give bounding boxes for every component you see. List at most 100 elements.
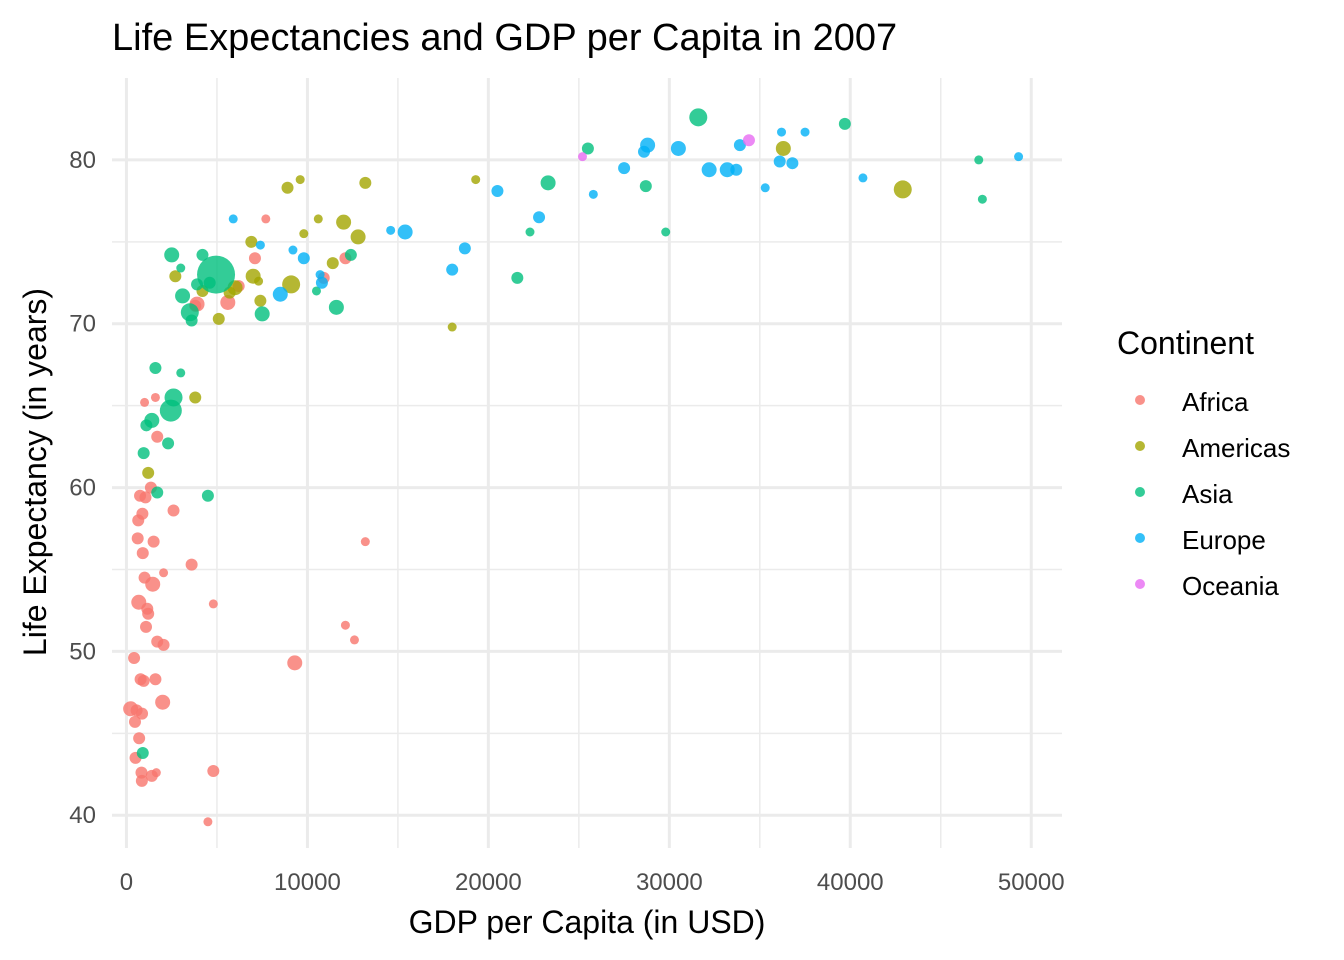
data-point-africa	[147, 535, 160, 548]
data-point-africa	[203, 817, 213, 827]
data-point-americas	[295, 175, 305, 185]
data-point-europe	[255, 240, 265, 250]
data-point-asia	[581, 142, 594, 155]
data-point-africa	[150, 392, 160, 402]
data-point-europe	[760, 183, 770, 193]
data-point-europe	[719, 162, 735, 178]
data-point-europe	[533, 211, 546, 224]
legend-label: Oceania	[1182, 571, 1279, 601]
data-point-americas	[212, 312, 225, 325]
data-point-europe	[730, 163, 743, 176]
legend-item-europe: Europe	[1135, 525, 1266, 555]
legend: Continent Africa Americas Asia Europe Oceani…	[1117, 325, 1290, 601]
y-tick-label: 60	[69, 475, 96, 502]
data-point-asia	[185, 314, 198, 327]
data-point-asia	[176, 368, 186, 378]
data-point-asia	[540, 175, 556, 191]
data-point-africa	[145, 576, 161, 592]
data-point-europe	[640, 137, 656, 153]
data-point-africa	[220, 294, 236, 310]
y-tick-label: 80	[69, 147, 96, 174]
x-axis-ticks: 0 10000 20000 30000 40000 50000	[120, 869, 1065, 896]
legend-item-oceania: Oceania	[1135, 571, 1279, 601]
data-point-asia	[689, 108, 708, 127]
data-point-africa	[136, 547, 149, 560]
data-point-americas	[447, 322, 457, 332]
data-points	[123, 108, 1024, 827]
data-point-europe	[228, 214, 238, 224]
data-point-europe	[458, 242, 471, 255]
legend-item-asia: Asia	[1135, 479, 1233, 509]
data-point-africa	[151, 430, 164, 443]
data-point-africa	[167, 504, 180, 517]
data-point-europe	[773, 155, 786, 168]
data-point-africa	[131, 532, 144, 545]
data-point-africa	[185, 558, 198, 571]
legend-key-europe	[1135, 533, 1145, 543]
data-point-africa	[157, 638, 170, 651]
data-point-europe	[446, 263, 459, 276]
data-point-africa	[139, 491, 152, 504]
data-point-europe	[786, 157, 799, 170]
data-point-asia	[176, 263, 186, 273]
data-point-asia	[137, 447, 150, 460]
data-point-europe	[858, 173, 868, 183]
data-point-africa	[261, 214, 271, 224]
data-point-asia	[838, 117, 851, 130]
data-point-africa	[133, 732, 146, 745]
data-point-asia	[144, 412, 160, 428]
data-point-asia	[151, 486, 164, 499]
data-point-asia	[661, 227, 671, 237]
data-point-africa	[135, 774, 148, 787]
data-point-asia	[974, 155, 984, 165]
y-axis-title: Life Expectancy (in years)	[17, 288, 53, 656]
data-point-asia	[162, 437, 175, 450]
data-point-africa	[128, 715, 141, 728]
data-point-americas	[281, 181, 294, 194]
data-point-asia	[136, 746, 149, 759]
data-point-africa	[128, 651, 141, 664]
data-point-africa	[360, 537, 370, 547]
data-point-asia	[175, 288, 191, 304]
x-tick-label: 10000	[274, 869, 341, 896]
data-point-asia	[344, 248, 357, 261]
data-point-asia	[525, 227, 535, 237]
data-point-europe	[701, 162, 717, 178]
legend-label: Africa	[1182, 387, 1249, 417]
data-point-americas	[893, 180, 912, 199]
data-point-americas	[282, 275, 301, 294]
data-point-europe	[733, 139, 746, 152]
legend-item-americas: Americas	[1135, 433, 1290, 463]
data-point-asia	[511, 271, 524, 284]
data-point-africa	[136, 507, 149, 520]
data-point-asia	[311, 286, 321, 296]
legend-item-africa: Africa	[1135, 387, 1249, 417]
data-point-europe	[491, 185, 504, 198]
x-tick-label: 40000	[817, 869, 884, 896]
data-point-asia	[159, 399, 182, 422]
data-point-americas	[775, 140, 791, 156]
y-tick-label: 70	[69, 311, 96, 338]
data-point-americas	[299, 229, 309, 239]
data-point-americas	[313, 214, 323, 224]
legend-key-oceania	[1135, 579, 1145, 589]
x-axis-title: GDP per Capita (in USD)	[409, 904, 766, 940]
data-point-europe	[386, 225, 396, 235]
y-tick-label: 50	[69, 638, 96, 665]
legend-key-africa	[1135, 395, 1145, 405]
data-point-asia	[328, 299, 344, 315]
data-point-americas	[254, 276, 264, 286]
data-point-africa	[137, 674, 150, 687]
data-point-africa	[340, 620, 350, 630]
x-tick-label: 0	[120, 869, 133, 896]
grid-lines	[112, 78, 1062, 848]
y-axis-ticks: 40 50 60 70 80	[69, 147, 96, 829]
data-point-europe	[1014, 152, 1024, 162]
data-point-europe	[397, 224, 413, 240]
data-point-oceania	[577, 152, 587, 162]
data-point-africa	[208, 599, 218, 609]
legend-label: Americas	[1182, 433, 1290, 463]
data-point-americas	[169, 270, 182, 283]
data-point-africa	[136, 707, 149, 720]
